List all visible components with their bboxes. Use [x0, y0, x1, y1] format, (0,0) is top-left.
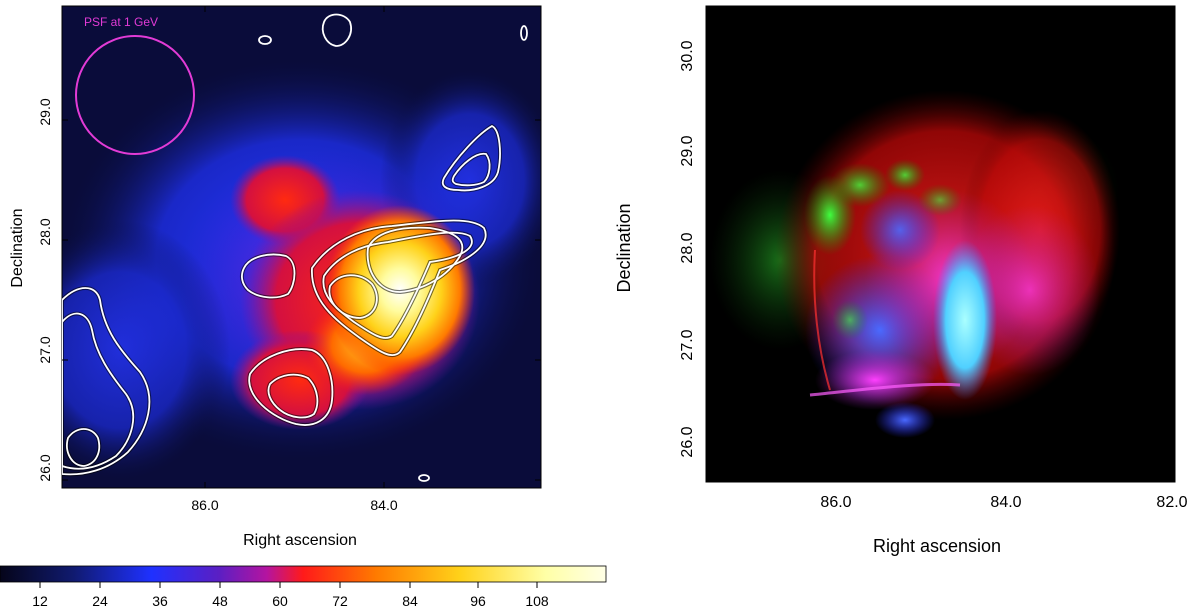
- left-x-tick-86: 86.0: [191, 497, 218, 513]
- right-axis-ticks: [706, 55, 1176, 482]
- colorbar-tick-72: 72: [332, 593, 348, 609]
- right-x-tick-86: 86.0: [820, 494, 851, 511]
- colorbar-tick-96: 96: [470, 593, 486, 609]
- right-y-tick-26: 26.0: [679, 426, 696, 457]
- right-y-tick-29: 29.0: [679, 135, 696, 166]
- colorbar-tick-36: 36: [152, 593, 168, 609]
- psf-circle: [75, 35, 195, 155]
- left-x-axis-label: Right ascension: [243, 532, 357, 549]
- right-x-tick-82: 82.0: [1156, 494, 1187, 511]
- right-y-tick-30: 30.0: [679, 40, 696, 71]
- right-rgb-composite: [706, 6, 1175, 482]
- left-y-tick-27: 27.0: [37, 336, 53, 363]
- colorbar-tick-108: 108: [525, 593, 549, 609]
- left-plot-frame: [61, 5, 542, 489]
- left-x-tick-84: 84.0: [370, 497, 397, 513]
- right-plot-frame: [705, 5, 1176, 483]
- right-x-tick-84: 84.0: [990, 494, 1021, 511]
- left-axis-ticks: [62, 6, 541, 488]
- right-y-tick-27: 27.0: [679, 329, 696, 360]
- left-y-axis-label: Declination: [9, 208, 26, 287]
- colorbar-tick-12: 12: [32, 593, 48, 609]
- left-y-tick-26: 26.0: [37, 454, 53, 481]
- left-y-tick-28: 28.0: [37, 218, 53, 245]
- contours: [62, 13, 528, 482]
- right-x-axis-label: Right ascension: [873, 536, 1001, 556]
- colorbar-tick-24: 24: [92, 593, 108, 609]
- right-y-tick-28: 28.0: [679, 232, 696, 263]
- colorbar: [0, 565, 607, 583]
- colorbar-tick-60: 60: [272, 593, 288, 609]
- left-y-tick-29: 29.0: [37, 98, 53, 125]
- right-y-axis-label: Declination: [614, 203, 634, 292]
- colorbar-tick-84: 84: [402, 593, 418, 609]
- colorbar-ticks: [39, 582, 538, 588]
- left-heatmap: [62, 6, 541, 488]
- psf-label: PSF at 1 GeV: [84, 15, 158, 29]
- colorbar-tick-48: 48: [212, 593, 228, 609]
